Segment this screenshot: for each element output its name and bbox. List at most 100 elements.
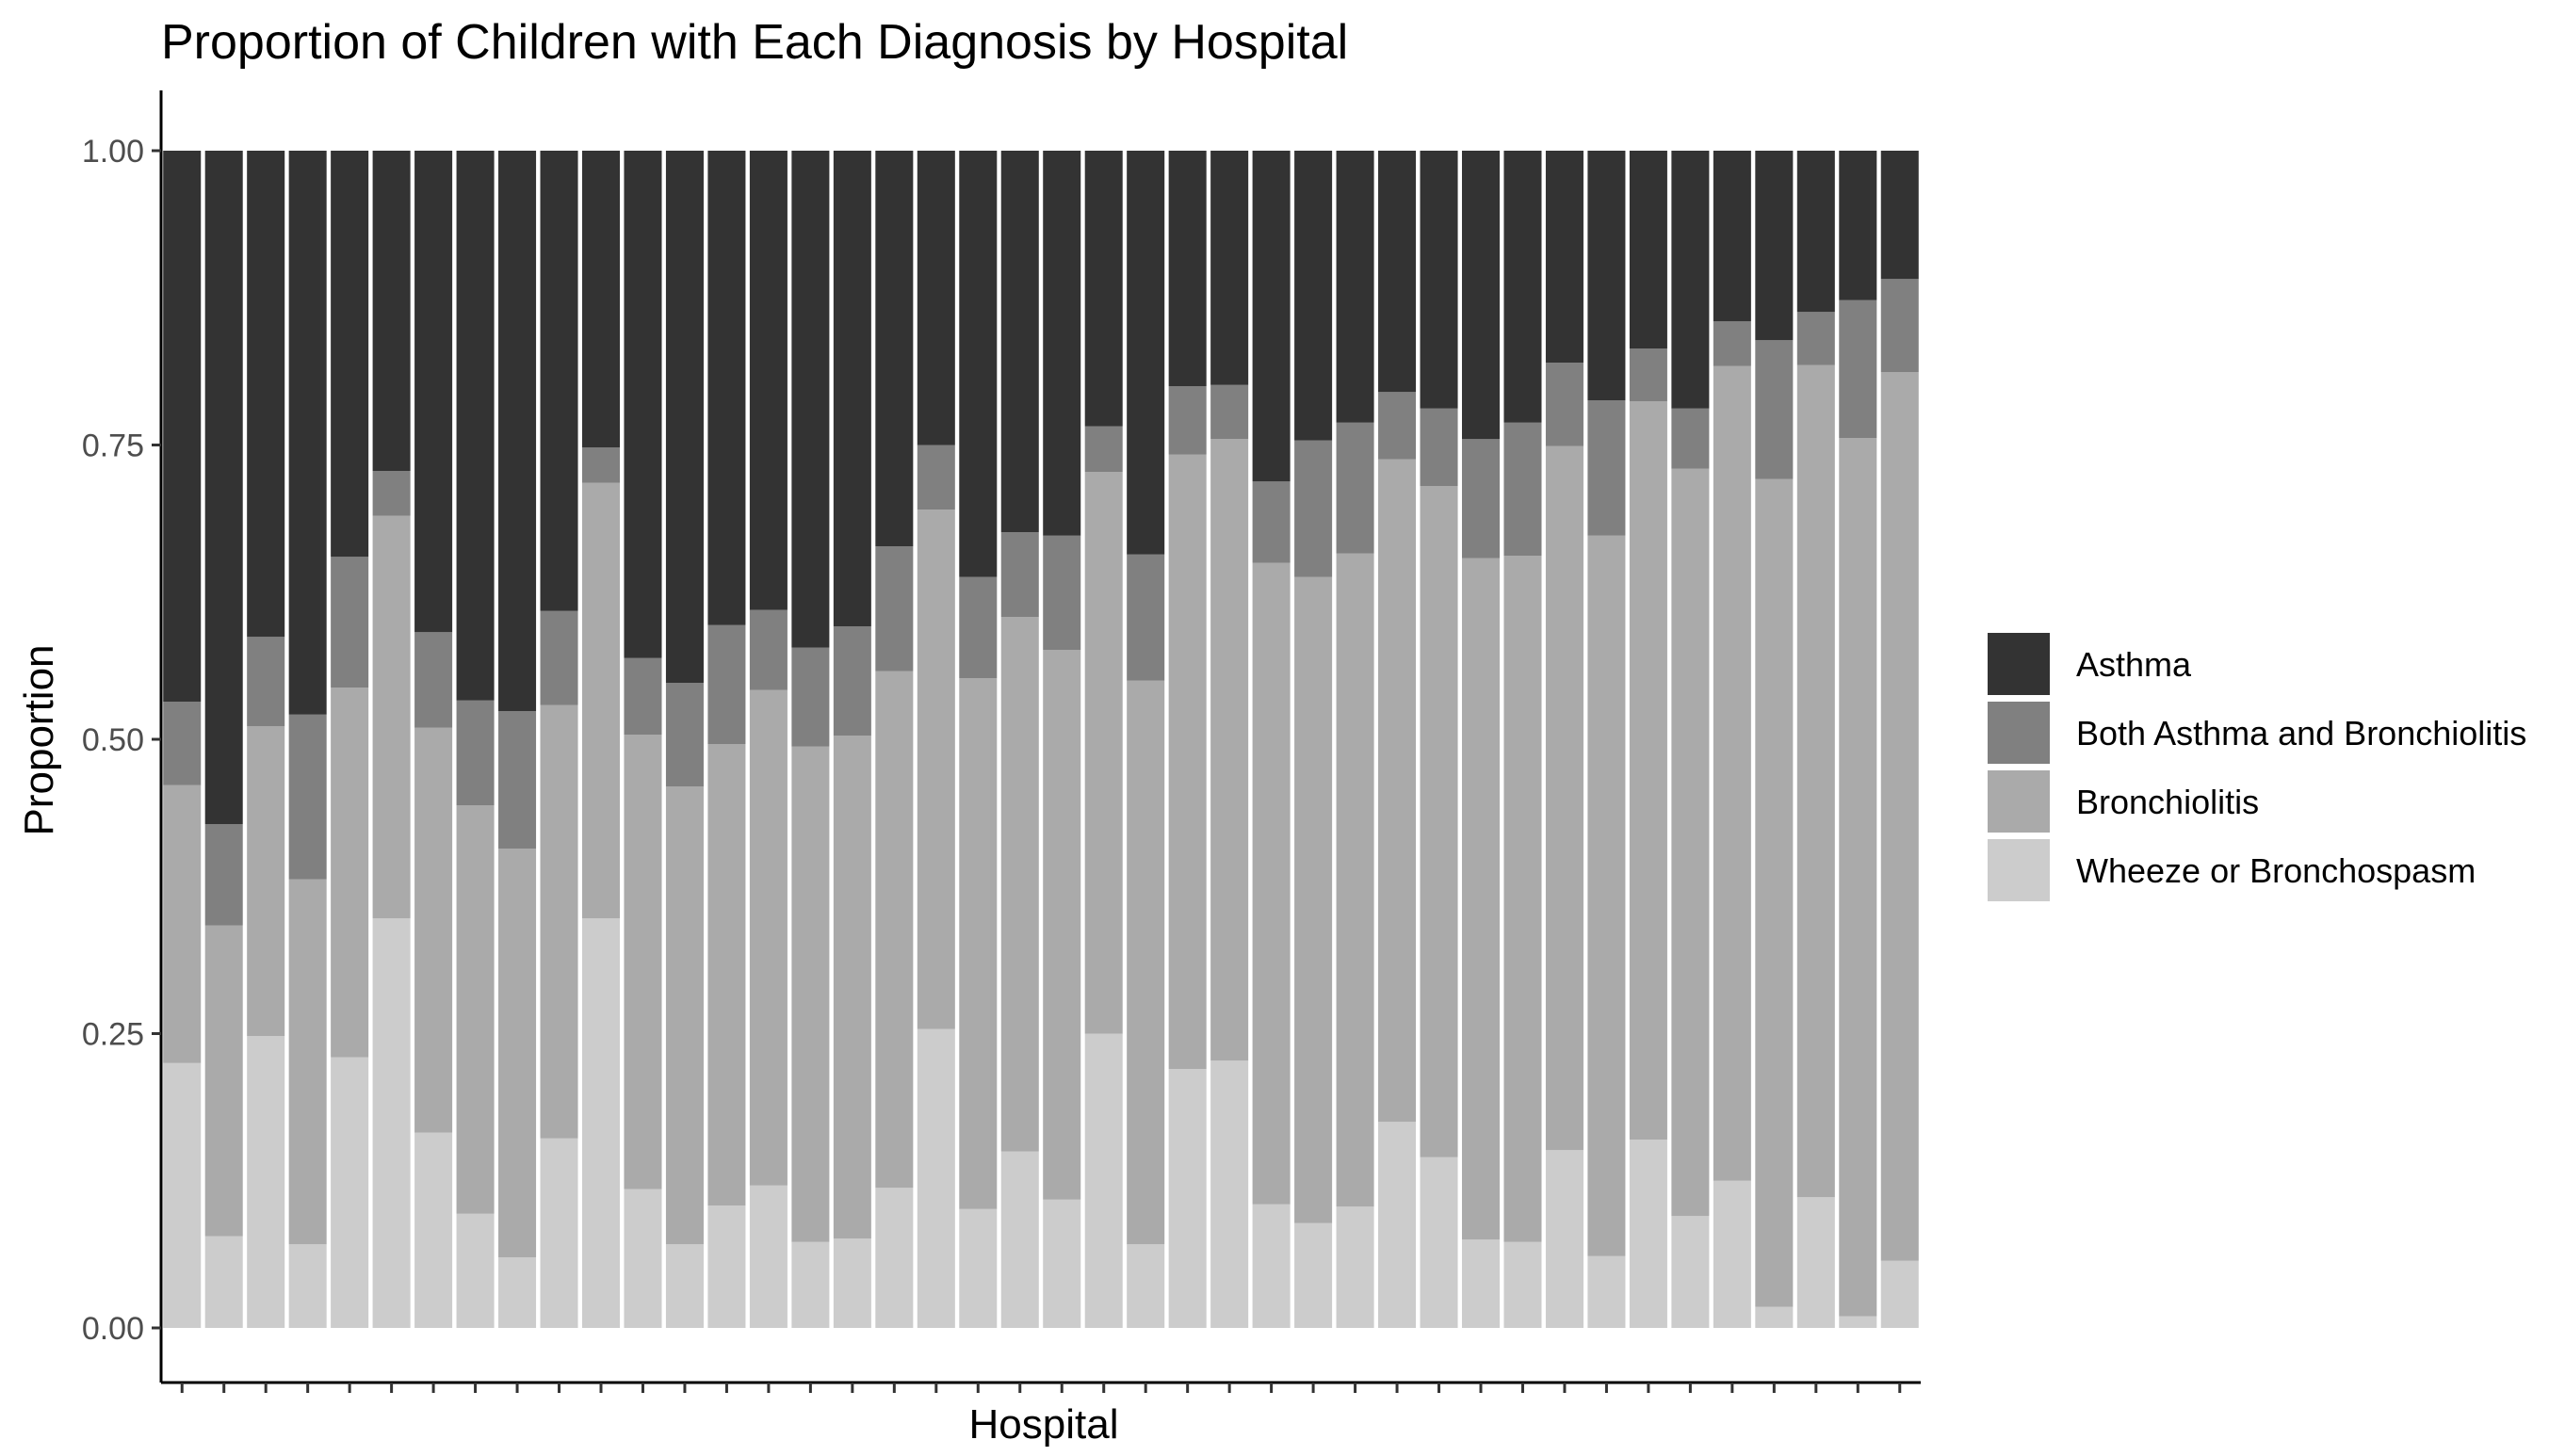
bar-segment-17-wheeze-or-bronchospasm bbox=[833, 1238, 871, 1328]
bar-segment-32-bronchiolitis bbox=[1461, 558, 1501, 1240]
bar-segment-41-both-asthma-and-bronchiolitis bbox=[1839, 299, 1877, 438]
bar-segment-3-asthma bbox=[247, 151, 285, 638]
bar-segment-34-both-asthma-and-bronchiolitis bbox=[1545, 363, 1583, 446]
bar-segment-15-both-asthma-and-bronchiolitis bbox=[749, 609, 788, 690]
bar-segment-23-asthma bbox=[1084, 151, 1123, 427]
bar-segment-16-wheeze-or-bronchospasm bbox=[791, 1241, 830, 1328]
bar-segment-29-wheeze-or-bronchospasm bbox=[1336, 1206, 1374, 1328]
bar-segment-27-asthma bbox=[1252, 151, 1291, 482]
bar-segment-39-bronchiolitis bbox=[1755, 478, 1794, 1307]
bar-segment-11-wheeze-or-bronchospasm bbox=[581, 918, 621, 1328]
bar-segment-22-both-asthma-and-bronchiolitis bbox=[1043, 535, 1081, 650]
bar-segment-11-asthma bbox=[581, 151, 621, 447]
bar-segment-19-both-asthma-and-bronchiolitis bbox=[917, 445, 955, 510]
bar-segment-1-bronchiolitis bbox=[163, 785, 202, 1063]
bar-segment-25-asthma bbox=[1168, 151, 1207, 386]
bar-segment-22-wheeze-or-bronchospasm bbox=[1043, 1199, 1081, 1328]
bar-segment-42-wheeze-or-bronchospasm bbox=[1880, 1260, 1919, 1328]
bar-segment-28-asthma bbox=[1294, 151, 1333, 441]
bar-segment-29-both-asthma-and-bronchiolitis bbox=[1336, 422, 1374, 554]
bar-segment-24-bronchiolitis bbox=[1127, 680, 1165, 1245]
bar-segment-22-asthma bbox=[1043, 151, 1081, 536]
axes: 0.00 0.25 0.50 0.75 1.00 bbox=[82, 90, 1921, 1393]
bar-segment-4-both-asthma-and-bronchiolitis bbox=[288, 714, 327, 880]
bar-segment-3-bronchiolitis bbox=[247, 726, 285, 1036]
bar-segment-34-wheeze-or-bronchospasm bbox=[1545, 1150, 1583, 1328]
bar-segment-2-wheeze-or-bronchospasm bbox=[204, 1236, 243, 1328]
bar-segment-13-both-asthma-and-bronchiolitis bbox=[665, 683, 704, 786]
bar-segment-18-bronchiolitis bbox=[875, 671, 914, 1189]
bar-segment-40-bronchiolitis bbox=[1796, 364, 1835, 1198]
bar-segment-38-both-asthma-and-bronchiolitis bbox=[1713, 321, 1751, 366]
bar-segment-14-wheeze-or-bronchospasm bbox=[707, 1205, 746, 1328]
legend-label: Bronchiolitis bbox=[2076, 783, 2259, 821]
bar-segment-33-bronchiolitis bbox=[1503, 556, 1542, 1242]
bar-segment-12-bronchiolitis bbox=[624, 735, 662, 1189]
bar-segment-18-asthma bbox=[875, 151, 914, 546]
bar-segment-16-bronchiolitis bbox=[791, 746, 830, 1242]
bar-segment-13-asthma bbox=[665, 151, 704, 683]
bar-segment-7-bronchiolitis bbox=[414, 727, 453, 1133]
bar-segment-14-both-asthma-and-bronchiolitis bbox=[707, 624, 746, 744]
bar-segment-29-bronchiolitis bbox=[1336, 553, 1374, 1207]
legend-label: Wheeze or Bronchospasm bbox=[2076, 851, 2476, 890]
bar-segment-24-both-asthma-and-bronchiolitis bbox=[1127, 554, 1165, 681]
bar-segment-12-both-asthma-and-bronchiolitis bbox=[624, 657, 662, 735]
bar-segment-31-wheeze-or-bronchospasm bbox=[1420, 1157, 1458, 1328]
bar-segment-36-bronchiolitis bbox=[1629, 401, 1667, 1140]
bar-segment-37-asthma bbox=[1671, 151, 1710, 409]
bar-segment-34-bronchiolitis bbox=[1545, 445, 1583, 1151]
bar-segment-28-wheeze-or-bronchospasm bbox=[1294, 1222, 1333, 1328]
bar-segment-42-both-asthma-and-bronchiolitis bbox=[1880, 279, 1919, 372]
bar-segment-18-both-asthma-and-bronchiolitis bbox=[875, 546, 914, 671]
bar-segment-21-both-asthma-and-bronchiolitis bbox=[1000, 532, 1039, 617]
bar-segment-40-both-asthma-and-bronchiolitis bbox=[1796, 312, 1835, 365]
bar-segment-14-asthma bbox=[707, 151, 746, 625]
legend-key bbox=[1988, 839, 2050, 901]
bar-segment-19-wheeze-or-bronchospasm bbox=[917, 1028, 955, 1328]
bar-segment-30-wheeze-or-bronchospasm bbox=[1378, 1122, 1417, 1328]
bar-segment-7-wheeze-or-bronchospasm bbox=[414, 1132, 453, 1328]
bar-segment-14-bronchiolitis bbox=[707, 744, 746, 1205]
bars bbox=[163, 151, 1919, 1328]
bar-segment-2-asthma bbox=[204, 151, 243, 824]
bar-segment-10-wheeze-or-bronchospasm bbox=[540, 1138, 578, 1328]
bar-segment-28-both-asthma-and-bronchiolitis bbox=[1294, 440, 1333, 577]
bar-segment-33-both-asthma-and-bronchiolitis bbox=[1503, 422, 1542, 556]
bar-segment-35-bronchiolitis bbox=[1587, 535, 1626, 1256]
bar-segment-26-asthma bbox=[1210, 151, 1249, 385]
bar-segment-21-wheeze-or-bronchospasm bbox=[1000, 1151, 1039, 1328]
bar-segment-30-both-asthma-and-bronchiolitis bbox=[1378, 392, 1417, 460]
bar-segment-25-both-asthma-and-bronchiolitis bbox=[1168, 386, 1207, 455]
legend-label: Both Asthma and Bronchiolitis bbox=[2076, 714, 2526, 752]
bar-segment-27-both-asthma-and-bronchiolitis bbox=[1252, 481, 1291, 563]
bar-segment-40-wheeze-or-bronchospasm bbox=[1796, 1197, 1835, 1328]
bar-segment-37-bronchiolitis bbox=[1671, 468, 1710, 1217]
bar-segment-19-asthma bbox=[917, 151, 955, 445]
bar-segment-36-wheeze-or-bronchospasm bbox=[1629, 1140, 1667, 1328]
bar-segment-10-asthma bbox=[540, 151, 578, 611]
bar-segment-21-bronchiolitis bbox=[1000, 617, 1039, 1152]
bar-segment-12-wheeze-or-bronchospasm bbox=[624, 1189, 662, 1328]
bar-segment-8-asthma bbox=[456, 151, 495, 701]
bar-segment-15-asthma bbox=[749, 151, 788, 610]
bar-segment-4-bronchiolitis bbox=[288, 879, 327, 1245]
bar-segment-5-bronchiolitis bbox=[331, 688, 369, 1058]
legend-key bbox=[1988, 633, 2050, 695]
bar-segment-39-both-asthma-and-bronchiolitis bbox=[1755, 340, 1794, 479]
bar-segment-2-both-asthma-and-bronchiolitis bbox=[204, 824, 243, 926]
bar-segment-3-wheeze-or-bronchospasm bbox=[247, 1036, 285, 1328]
bar-segment-31-both-asthma-and-bronchiolitis bbox=[1420, 408, 1458, 487]
bar-segment-8-wheeze-or-bronchospasm bbox=[456, 1213, 495, 1328]
bar-segment-20-bronchiolitis bbox=[959, 678, 998, 1209]
bar-segment-42-asthma bbox=[1880, 151, 1919, 280]
bar-segment-7-both-asthma-and-bronchiolitis bbox=[414, 632, 453, 728]
bar-segment-5-both-asthma-and-bronchiolitis bbox=[331, 557, 369, 688]
bar-segment-20-both-asthma-and-bronchiolitis bbox=[959, 576, 998, 678]
bar-segment-37-both-asthma-and-bronchiolitis bbox=[1671, 408, 1710, 469]
bar-segment-38-asthma bbox=[1713, 151, 1751, 322]
bar-segment-5-asthma bbox=[331, 151, 369, 558]
bar-segment-9-asthma bbox=[498, 151, 537, 711]
bar-segment-23-wheeze-or-bronchospasm bbox=[1084, 1033, 1123, 1328]
bar-segment-41-bronchiolitis bbox=[1839, 438, 1877, 1317]
